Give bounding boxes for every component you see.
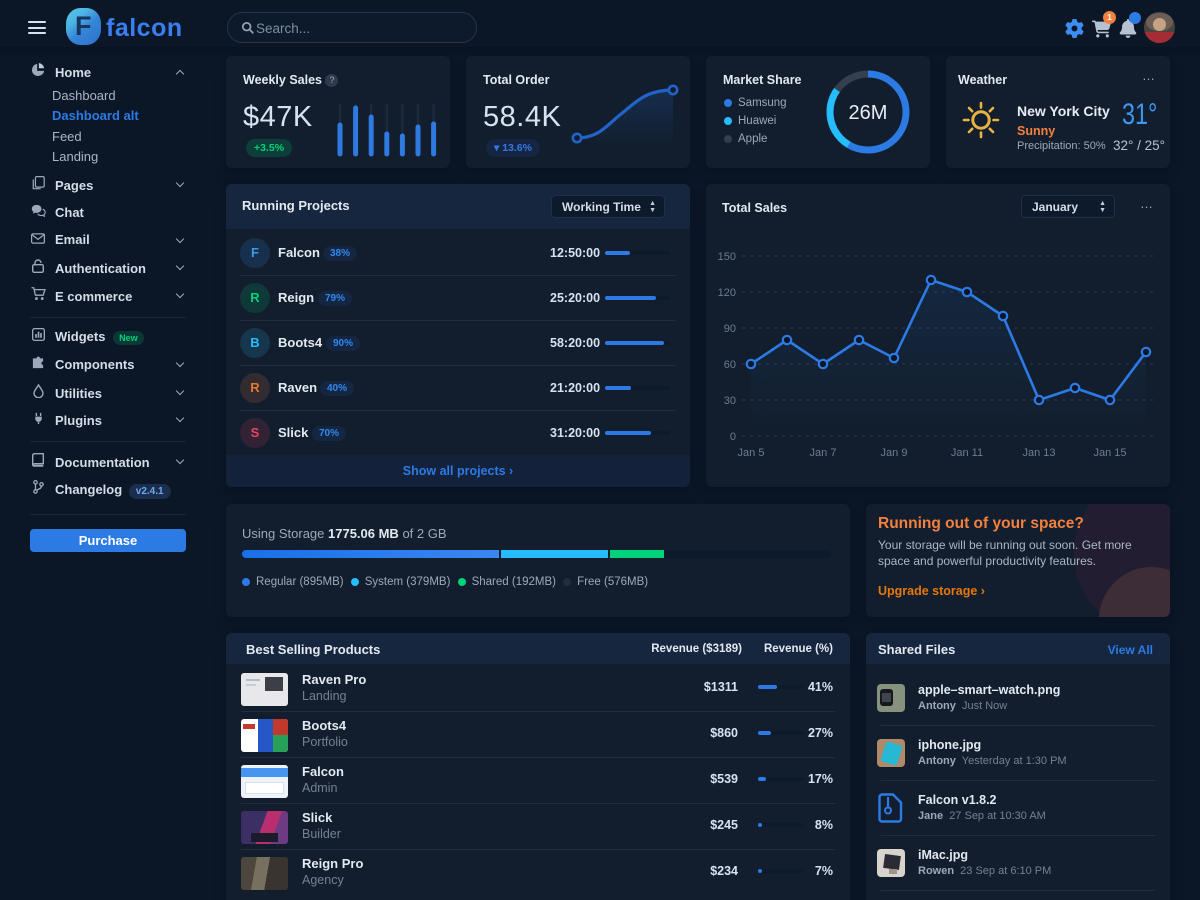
svg-text:60: 60 <box>724 359 736 371</box>
svg-text:0: 0 <box>730 431 736 443</box>
svg-text:Jan 11: Jan 11 <box>951 447 983 459</box>
svg-text:Jan 5: Jan 5 <box>738 447 765 459</box>
svg-text:Jan 13: Jan 13 <box>1022 447 1055 459</box>
svg-text:Jan 9: Jan 9 <box>881 447 908 459</box>
svg-text:150: 150 <box>718 251 736 263</box>
svg-text:90: 90 <box>724 323 736 335</box>
svg-text:26M: 26M <box>849 102 888 124</box>
svg-text:120: 120 <box>718 287 736 299</box>
svg-text:Jan 15: Jan 15 <box>1093 447 1126 459</box>
svg-text:30: 30 <box>724 395 736 407</box>
svg-text:Jan 7: Jan 7 <box>810 447 837 459</box>
